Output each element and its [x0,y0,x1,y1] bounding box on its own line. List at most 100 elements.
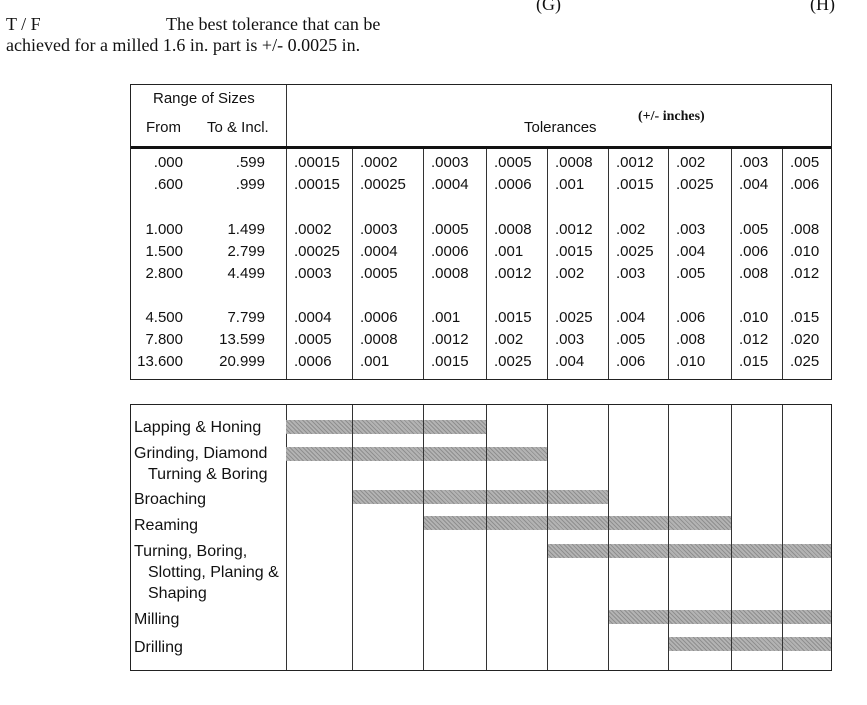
tolerance-cell: .0012 [431,331,469,348]
process-range-bar [352,490,608,504]
tolerance-cell: .0015 [494,309,532,326]
size-from-cell: 1.000 [145,221,183,238]
tolerance-cell: .005 [739,221,769,238]
process-range-bar [286,447,547,461]
size-to-cell: .599 [235,154,265,171]
tolerance-cell: .003 [616,265,646,282]
process-column-divider [731,405,732,670]
tolerance-cell: .001 [555,176,585,193]
process-range-bar [423,516,731,530]
size-from-cell: .600 [153,176,183,193]
process-chart: Lapping & Honing Grinding, Diamond Turning… [130,404,832,671]
tolerance-cell: .015 [739,353,769,370]
process-label: Reaming [134,515,198,536]
tolerance-cell: .004 [616,309,646,326]
process-column-divider [352,405,353,670]
size-to-cell: 1.499 [227,221,265,238]
header-rule [131,146,831,149]
process-label-line: Turning, Boring, [134,543,248,560]
tolerance-cell: .020 [790,331,820,348]
process-label-line: Reaming [134,517,199,534]
top-fragment-left: (G) [536,0,561,14]
tolerances-header: Tolerances [524,119,597,136]
tolerance-cell: .0002 [294,221,332,238]
tolerance-cell: .001 [494,243,524,260]
size-from-cell: 2.800 [145,265,183,282]
size-to-cell: 13.599 [219,331,265,348]
tolerance-cell: .005 [790,154,820,171]
size-from-cell: 7.800 [145,331,183,348]
tolerance-cell: .004 [676,243,706,260]
tolerance-cell: .006 [790,176,820,193]
range-of-sizes-header: Range of Sizes [153,90,255,107]
process-label-line: Drilling [134,639,183,656]
question-text: T / F The best tolerance that can be achi… [6,14,526,56]
tolerance-cell: .0006 [294,353,332,370]
true-false-marker[interactable]: T / F [6,14,41,34]
tolerance-cell: .0005 [494,154,532,171]
process-label-line: Lapping & Honing [134,419,262,436]
tolerance-cell: .0004 [431,176,469,193]
process-label-line: Milling [134,611,180,628]
tolerance-cell: .012 [739,331,769,348]
tolerance-cell: .003 [676,221,706,238]
tolerance-cell: .015 [790,309,820,326]
tolerance-cell: .002 [555,265,585,282]
size-from-cell: 13.600 [137,353,183,370]
tolerance-cell: .0025 [616,243,654,260]
process-label: Turning, Boring, Slotting, Planing & Shapi… [134,541,279,604]
tolerance-column-divider [731,149,732,379]
tolerance-column-divider [608,149,609,379]
tolerance-cell: .0015 [555,243,593,260]
tolerance-cell: .008 [739,265,769,282]
process-label-line: Grinding, Diamond [134,445,268,462]
tolerance-cell: .00025 [294,243,340,260]
size-from-cell: .000 [153,154,183,171]
size-to-cell: 2.799 [227,243,265,260]
question-line-2: achieved for a milled 1.6 in. part is +/… [6,35,361,55]
tolerance-column-divider [782,149,783,379]
tolerance-cell: .025 [790,353,820,370]
process-label: Grinding, Diamond Turning & Boring [134,443,267,485]
tolerance-cell: .0002 [360,154,398,171]
tolerance-cell: .010 [676,353,706,370]
tolerance-cell: .0012 [555,221,593,238]
tolerance-cell: .00015 [294,176,340,193]
tolerance-column-divider [486,149,487,379]
tolerance-column-divider [668,149,669,379]
process-column-divider [547,405,548,670]
tolerance-cell: .0025 [494,353,532,370]
tolerance-cell: .001 [360,353,390,370]
tolerance-cell: .006 [676,309,706,326]
tolerance-cell: .006 [739,243,769,260]
tolerance-cell: .0005 [431,221,469,238]
tolerance-cell: .0006 [494,176,532,193]
tolerance-cell: .008 [676,331,706,348]
process-label-line: Broaching [134,491,207,508]
tolerance-cell: .0025 [555,309,593,326]
tolerance-cell: .0008 [360,331,398,348]
size-to-cell: 20.999 [219,353,265,370]
tolerance-cell: .005 [676,265,706,282]
tolerance-cell: .006 [616,353,646,370]
tolerance-cell: .003 [555,331,585,348]
process-label-line: Shaping [148,585,207,602]
process-range-bar [608,610,831,624]
tolerance-cell: .0012 [494,265,532,282]
tolerance-cell: .00015 [294,154,340,171]
process-column-divider [286,405,287,670]
tolerance-cell: .0003 [360,221,398,238]
tolerance-cell: .0008 [494,221,532,238]
tolerance-cell: .002 [494,331,524,348]
tolerance-cell: .0004 [294,309,332,326]
tolerance-table: Range of Sizes From To & Incl. Tolerance… [130,84,832,380]
process-label: Drilling [134,637,183,658]
process-column-divider [486,405,487,670]
tolerance-cell: .002 [676,154,706,171]
tolerance-cell: .0005 [294,331,332,348]
size-column-divider [286,85,287,379]
tolerance-cell: .0015 [616,176,654,193]
size-from-cell: 1.500 [145,243,183,260]
process-column-divider [668,405,669,670]
tolerance-column-divider [423,149,424,379]
